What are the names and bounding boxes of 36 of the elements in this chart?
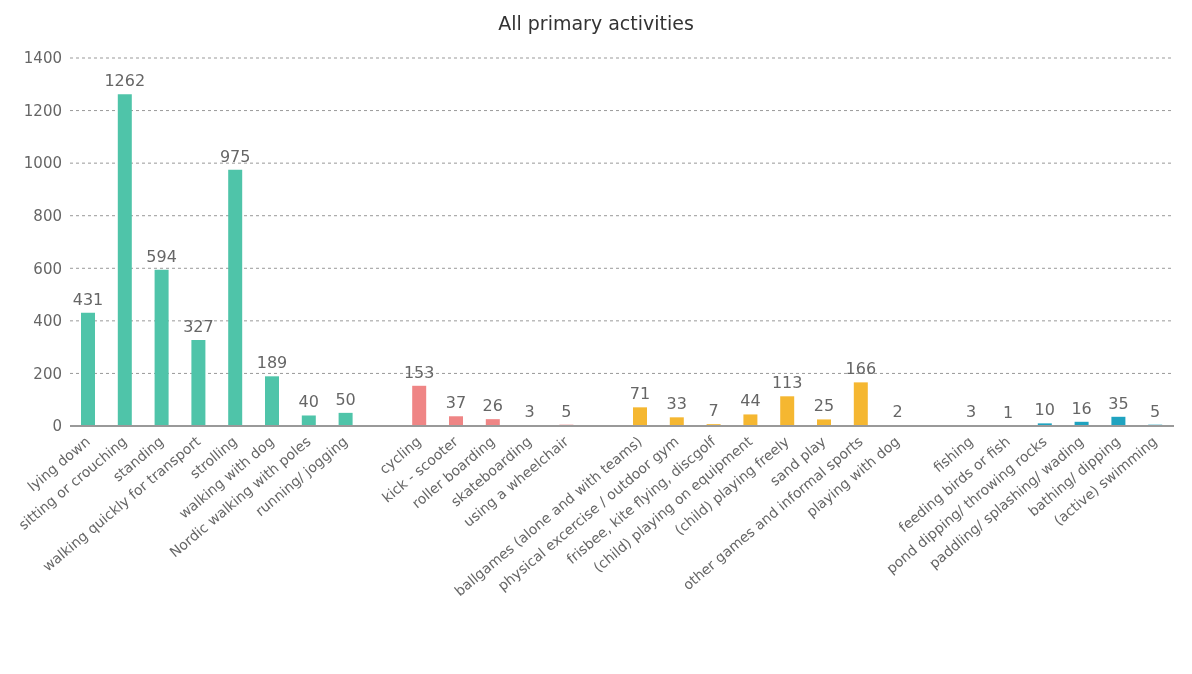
data-label: 44: [740, 391, 761, 411]
data-label: 50: [335, 389, 356, 409]
data-label: 153: [403, 362, 435, 382]
data-label: 3: [524, 402, 535, 422]
data-label: 975: [219, 146, 251, 166]
data-label: 431: [72, 289, 104, 309]
data-label: 5: [1150, 401, 1161, 421]
y-tick-label: 400: [33, 312, 62, 331]
data-label: 35: [1108, 393, 1129, 413]
data-label: 2: [892, 402, 903, 422]
data-label: 113: [771, 373, 803, 393]
data-label: 10: [1034, 400, 1055, 420]
chart-title: All primary activities: [497, 12, 695, 34]
data-label: 40: [298, 392, 319, 412]
data-label: 37: [445, 393, 467, 413]
data-label: 7: [708, 401, 719, 421]
data-label: 26: [482, 396, 503, 416]
y-tick-label: 1000: [23, 154, 62, 173]
data-label: 16: [1071, 398, 1092, 418]
data-label: 1: [1002, 402, 1014, 422]
data-label: 33: [666, 394, 687, 414]
data-label: 189: [256, 353, 288, 373]
data-label: 5: [561, 401, 572, 421]
data-label: 25: [813, 396, 835, 416]
data-label: 71: [629, 384, 651, 404]
y-tick-label: 200: [33, 364, 62, 383]
y-tick-label: 0: [52, 417, 62, 436]
y-tick-label: 1400: [23, 49, 62, 68]
data-label: 1262: [104, 71, 146, 91]
y-tick-label: 600: [33, 259, 62, 278]
data-label: 166: [845, 359, 877, 379]
data-label: 594: [146, 246, 177, 266]
y-tick-label: 1200: [23, 101, 62, 120]
y-tick-label: 800: [33, 207, 62, 226]
data-label: 3: [966, 402, 977, 422]
data-label: 327: [183, 317, 214, 337]
